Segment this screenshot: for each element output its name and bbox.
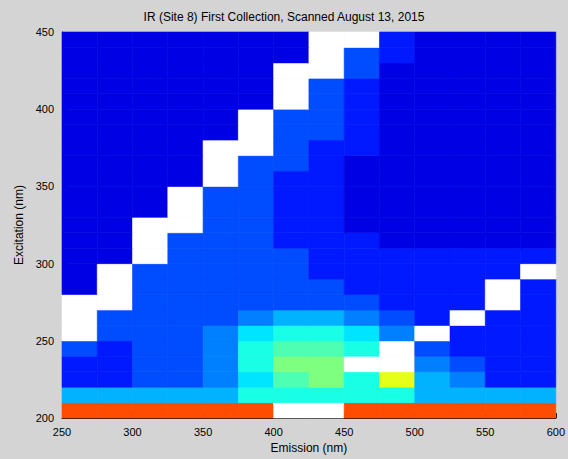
svg-text:250: 250: [53, 426, 71, 438]
svg-text:400: 400: [264, 426, 282, 438]
svg-text:500: 500: [406, 426, 424, 438]
svg-text:400: 400: [36, 103, 54, 115]
svg-text:300: 300: [36, 258, 54, 270]
svg-text:450: 450: [36, 26, 54, 38]
svg-text:350: 350: [194, 426, 212, 438]
svg-text:350: 350: [36, 180, 54, 192]
svg-text:Excitation (nm): Excitation (nm): [12, 185, 26, 265]
svg-text:200: 200: [36, 412, 54, 424]
svg-text:Emission (nm): Emission (nm): [271, 441, 348, 455]
svg-text:450: 450: [335, 426, 353, 438]
svg-text:IR (Site 8) First Collection,: IR (Site 8) First Collection, Scanned Au…: [144, 10, 425, 24]
svg-text:250: 250: [36, 335, 54, 347]
svg-text:550: 550: [476, 426, 494, 438]
svg-text:300: 300: [123, 426, 141, 438]
svg-text:600: 600: [547, 426, 565, 438]
